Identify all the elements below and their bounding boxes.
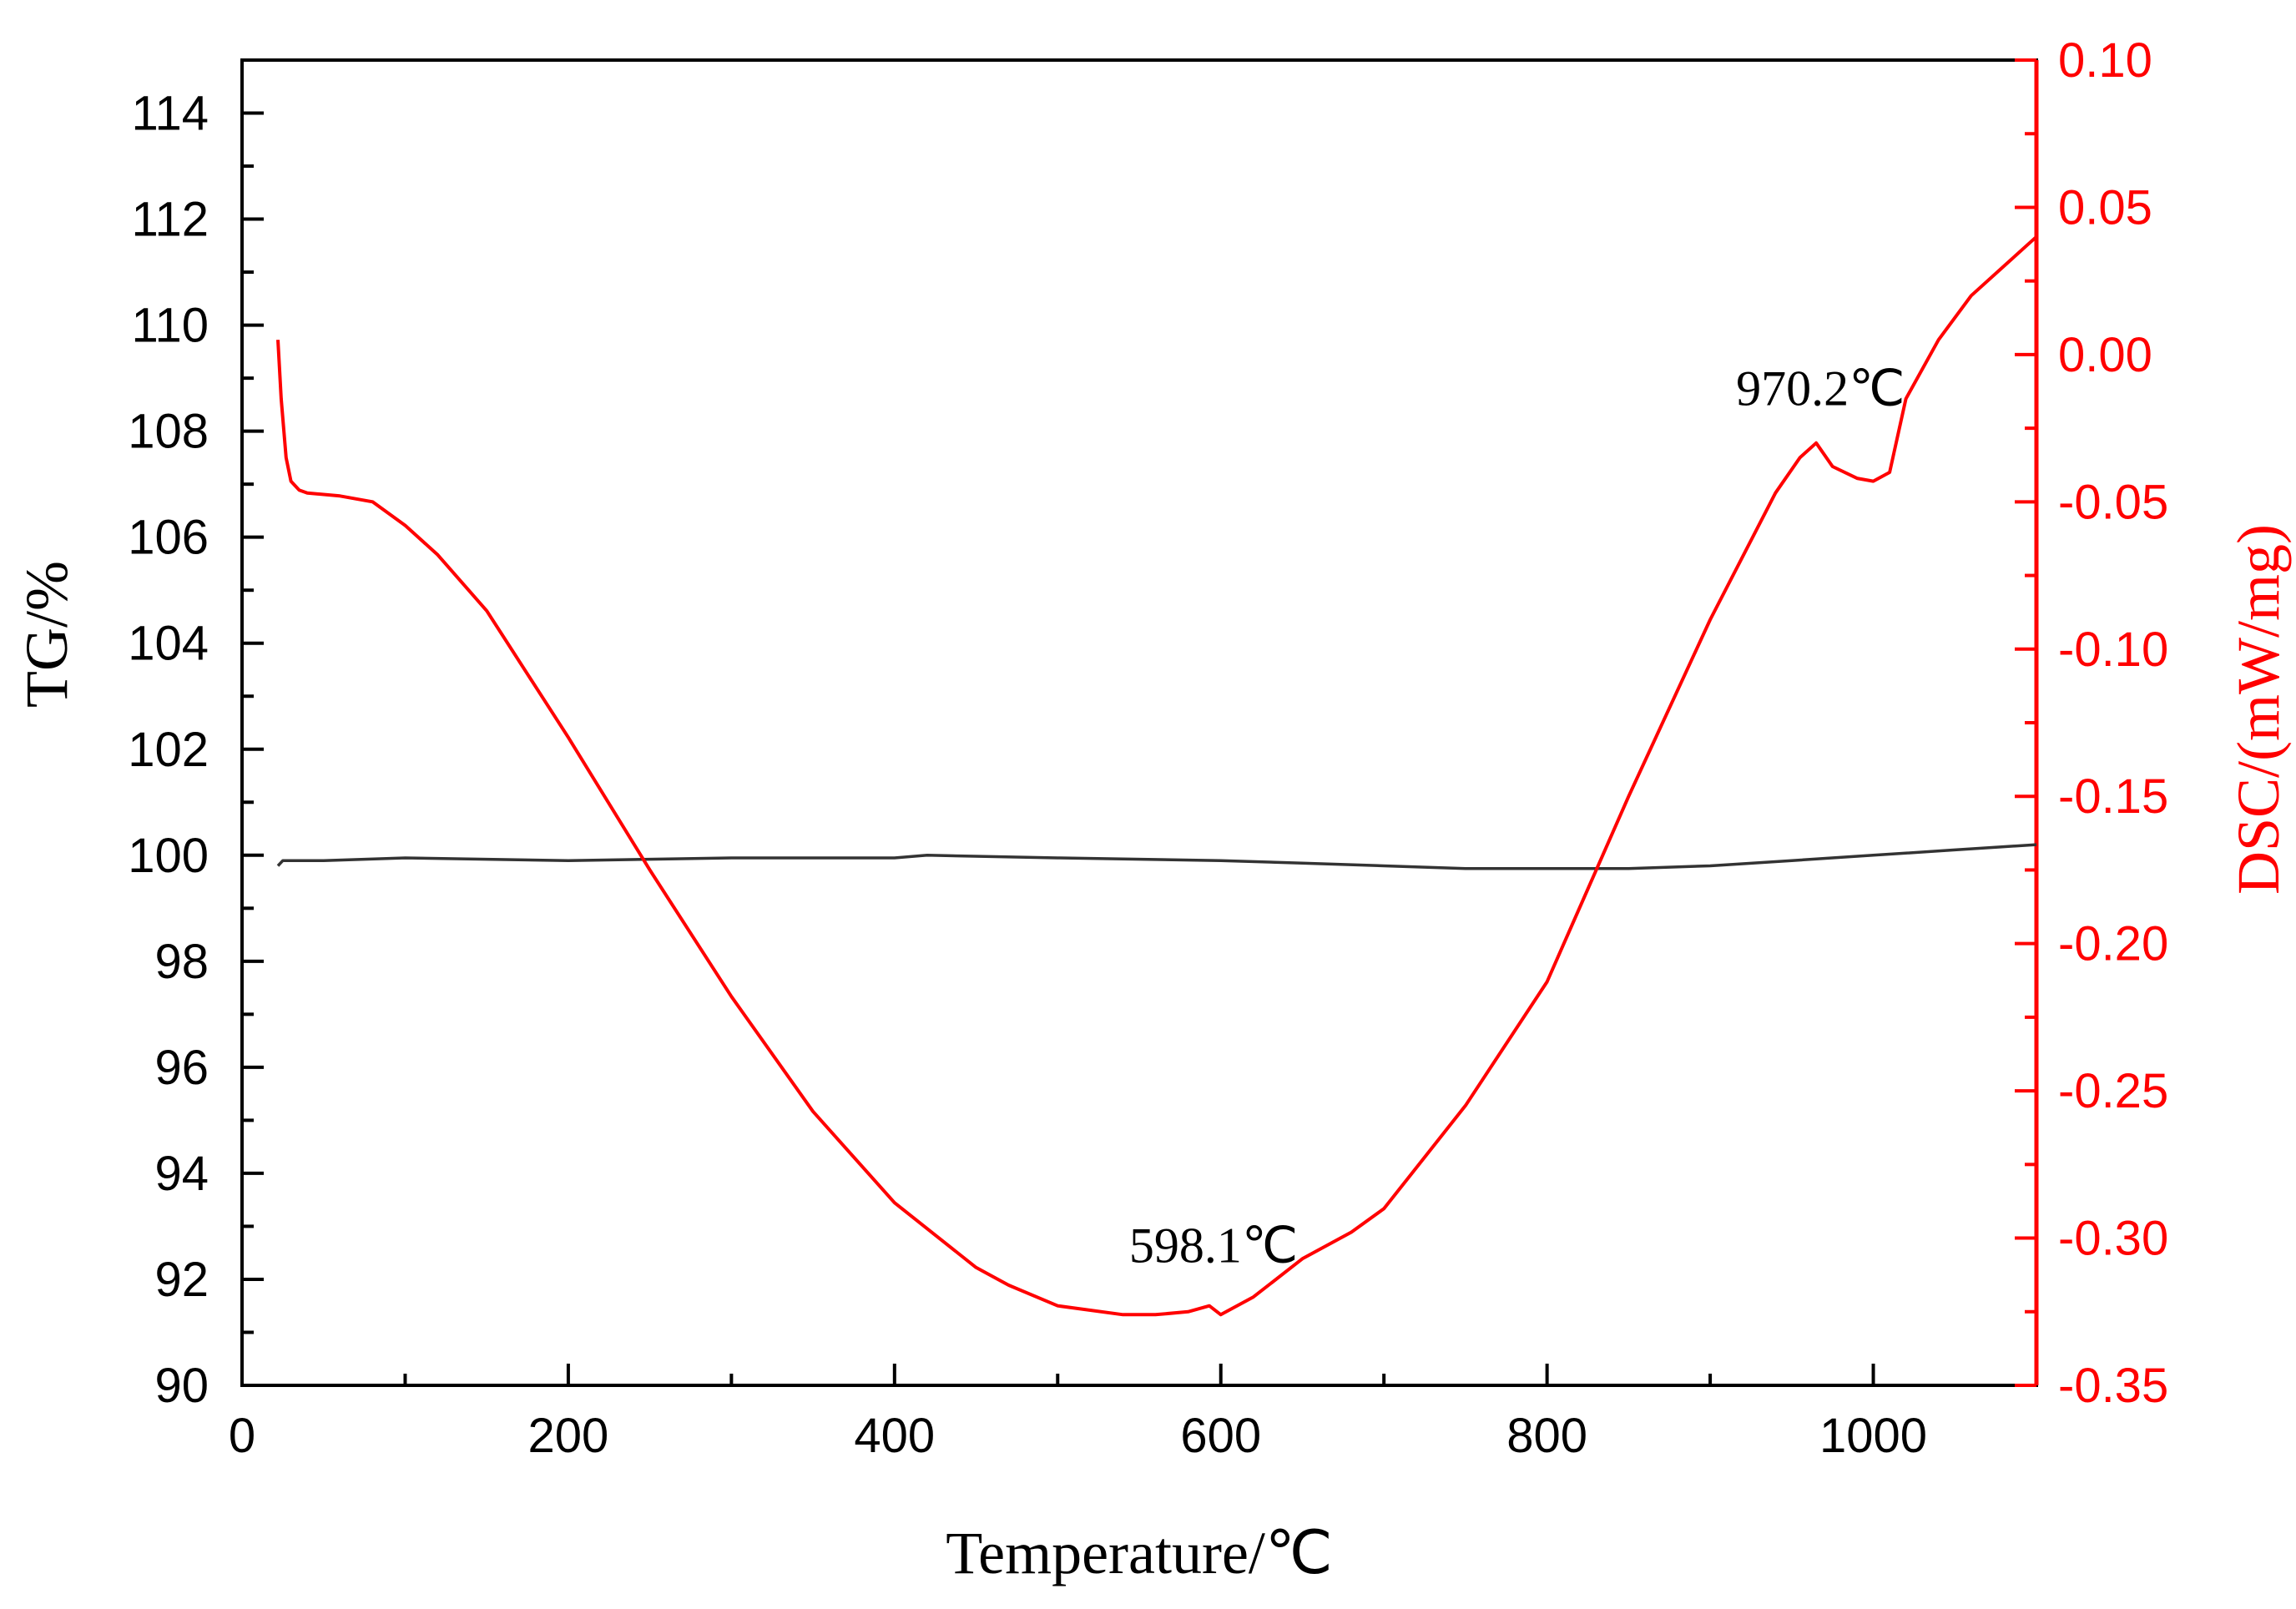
y-left-tick-label: 100 bbox=[128, 829, 209, 883]
y-right-tick-label: 0.05 bbox=[2058, 180, 2152, 235]
y-right-tick-label: -0.35 bbox=[2058, 1359, 2168, 1413]
y-right-tick-label: -0.30 bbox=[2058, 1212, 2168, 1266]
series-line-dsc bbox=[276, 235, 2038, 1317]
y-left-tick-label: 106 bbox=[128, 511, 209, 565]
y-left-tick-label: 112 bbox=[132, 193, 209, 247]
x-tick-label: 400 bbox=[854, 1409, 935, 1463]
y-left-tick-label: 102 bbox=[128, 723, 209, 777]
annotation-label: 970.2℃ bbox=[1736, 361, 1905, 416]
y-left-tick-label: 96 bbox=[154, 1041, 209, 1095]
annotation-label: 598.1℃ bbox=[1129, 1218, 1298, 1273]
y-right-tick-label: -0.05 bbox=[2058, 475, 2168, 529]
x-tick-label: 800 bbox=[1506, 1409, 1587, 1463]
x-tick-label: 200 bbox=[528, 1409, 609, 1463]
x-tick-label: 600 bbox=[1180, 1409, 1261, 1463]
y-left-tick-label: 104 bbox=[128, 617, 209, 671]
y-left-tick-label: 108 bbox=[128, 405, 209, 459]
y-left-tick-label: 110 bbox=[132, 299, 209, 353]
y-right-tick-label: -0.15 bbox=[2058, 769, 2168, 824]
right-axis-title: DSC/(mW/mg) bbox=[2225, 524, 2292, 895]
y-right-tick-label: -0.10 bbox=[2058, 623, 2168, 677]
y-right-tick-label: -0.25 bbox=[2058, 1064, 2168, 1118]
label-layer: 0 200 400 600 800 1000 90 92 94 96 98 100 102 104 106 1… bbox=[128, 33, 2168, 1463]
left-axis-title: TG/% bbox=[13, 561, 80, 708]
y-right-tick-label: 0.00 bbox=[2058, 328, 2152, 382]
y-right-tick-label: 0.10 bbox=[2058, 33, 2152, 88]
x-tick-label: 1000 bbox=[1819, 1409, 1927, 1463]
ticks-layer bbox=[240, 58, 2036, 1387]
y-left-tick-label: 114 bbox=[132, 87, 209, 141]
x-tick-label: 0 bbox=[229, 1409, 255, 1463]
y-right-tick-label: -0.20 bbox=[2058, 917, 2168, 971]
y-left-tick-label: 94 bbox=[154, 1147, 209, 1201]
series-line-tg bbox=[276, 843, 2037, 870]
series-layer bbox=[276, 235, 2038, 1317]
plot-frame bbox=[240, 58, 2038, 1387]
y-left-tick-label: 98 bbox=[154, 935, 209, 989]
x-axis-title: Temperature/℃ bbox=[946, 1520, 1333, 1586]
y-left-tick-label: 90 bbox=[154, 1359, 209, 1413]
y-left-tick-label: 92 bbox=[154, 1253, 209, 1307]
